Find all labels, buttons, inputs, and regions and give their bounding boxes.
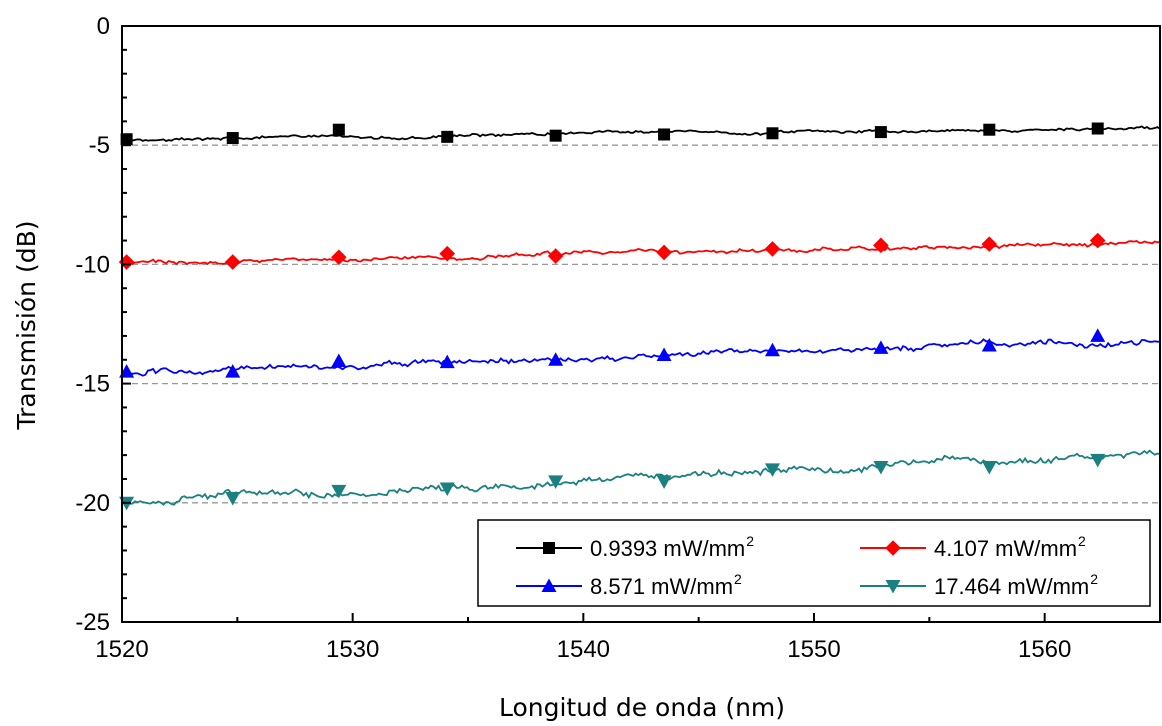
marker-triangle-down [331, 484, 347, 499]
series-line [121, 125, 1161, 142]
legend-label: 4.107 mW/mm [934, 536, 1077, 561]
marker-square [332, 123, 345, 136]
x-tick-label: 1520 [95, 636, 148, 663]
marker-square [658, 128, 671, 141]
marker-square [983, 123, 996, 136]
marker-triangle-up [548, 352, 564, 366]
legend-label-superscript: 2 [746, 533, 754, 549]
marker-triangle-down [439, 482, 455, 496]
legend-label: 0.9393 mW/mm [590, 536, 745, 561]
plot-frame [121, 25, 1161, 623]
marker-diamond [547, 248, 564, 264]
legend: 0.9393 mW/mm 2 4.107 mW/mm 28.571 mW/mm 2 17.… [477, 519, 1151, 607]
legend-item: 4.107 mW/mm 2 [860, 533, 1086, 561]
marker-triangle-down [1090, 453, 1106, 468]
series-line [121, 449, 1161, 506]
series-0 [120, 122, 1161, 146]
marker-diamond [439, 245, 456, 262]
x-tick-label: 1530 [326, 636, 379, 663]
y-tick-label: -10 [75, 251, 110, 278]
marker-diamond [764, 241, 781, 257]
marker-triangle-up [439, 354, 455, 369]
legend-label: 8.571 mW/mm [590, 574, 733, 599]
marker-diamond [1089, 232, 1106, 249]
x-axis-title: Longitud de onda (nm) [499, 693, 785, 722]
marker-square [441, 130, 454, 143]
marker-triangle-down [885, 580, 901, 594]
marker-triangle-up [1090, 328, 1106, 342]
marker-square [226, 132, 239, 145]
marker-square [120, 133, 133, 146]
marker-triangle-up [541, 578, 557, 592]
marker-triangle-down [764, 463, 780, 477]
marker-triangle-up [873, 340, 889, 354]
y-tick-label: -5 [89, 132, 110, 159]
axis-ticks [121, 25, 1161, 623]
marker-diamond [873, 237, 889, 254]
tick-labels: 1520 1530 1540 1550 1560 0 -5 -10 -15 -20 -25 [75, 13, 1071, 663]
marker-triangle-down [656, 475, 672, 489]
series-2 [119, 328, 1160, 378]
x-tick-label: 1560 [1018, 636, 1071, 663]
marker-triangle-down [548, 475, 564, 489]
legend-item: 8.571 mW/mm 2 [516, 571, 742, 599]
marker-triangle-down [225, 492, 241, 506]
marker-square [549, 129, 562, 142]
marker-triangle-up [225, 364, 241, 378]
marker-square [1091, 122, 1104, 135]
marker-diamond [981, 236, 998, 252]
marker-diamond [885, 540, 901, 556]
y-axis-title: Transmisión (dB) [12, 221, 41, 431]
marker-triangle-up [656, 347, 672, 361]
marker-triangle-up [764, 342, 780, 357]
legend-item: 17.464 mW/mm 2 [860, 571, 1098, 599]
marker-triangle-up [981, 337, 997, 352]
y-tick-label: -25 [75, 609, 110, 636]
x-tick-label: 1550 [787, 636, 840, 663]
marker-diamond [331, 249, 347, 266]
reference-lines [122, 144, 1160, 504]
marker-square [543, 542, 555, 554]
marker-diamond [656, 244, 672, 261]
series-group [118, 122, 1161, 511]
legend-label-superscript: 2 [1078, 533, 1086, 549]
y-tick-label: 0 [97, 13, 110, 40]
marker-square [766, 127, 779, 140]
legend-box [477, 519, 1151, 607]
y-tick-label: -20 [75, 490, 110, 517]
legend-label: 17.464 mW/mm [934, 574, 1089, 599]
x-tick-label: 1540 [557, 636, 610, 663]
legend-label-superscript: 2 [734, 571, 742, 587]
series-3 [119, 449, 1161, 511]
marker-triangle-down [873, 461, 889, 475]
marker-triangle-up [331, 353, 347, 367]
series-1 [118, 232, 1161, 270]
marker-square [874, 126, 887, 139]
y-tick-label: -15 [75, 371, 110, 398]
marker-triangle-down [981, 461, 997, 475]
marker-diamond [224, 254, 241, 270]
legend-item: 0.9393 mW/mm 2 [516, 533, 754, 561]
series-line [122, 338, 1160, 377]
series-line [121, 240, 1161, 266]
legend-label-superscript: 2 [1090, 571, 1098, 587]
